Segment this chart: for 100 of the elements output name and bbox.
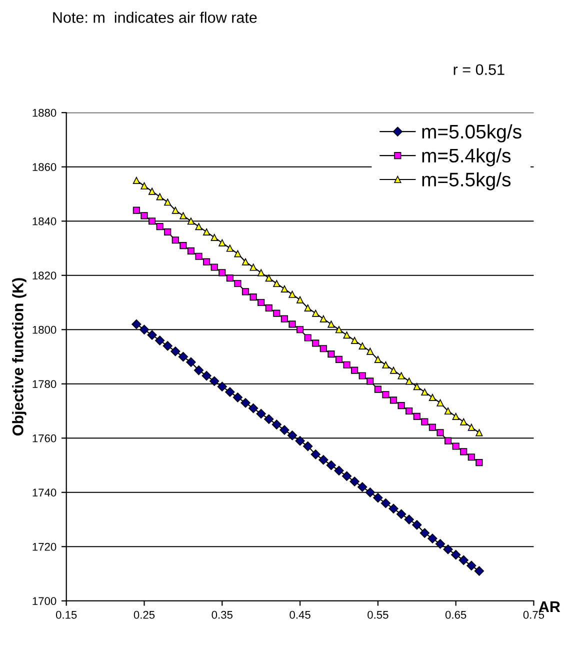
point — [187, 218, 195, 225]
y-tick-label: 1820 — [32, 272, 56, 280]
point — [140, 182, 148, 190]
point — [210, 234, 218, 241]
point — [273, 310, 280, 317]
point — [335, 326, 343, 334]
y-tick-label: 1840 — [32, 217, 56, 226]
point — [225, 387, 235, 397]
point — [304, 304, 312, 312]
point — [265, 274, 272, 282]
point — [343, 361, 350, 368]
point — [226, 274, 234, 282]
point — [390, 396, 398, 404]
point — [217, 382, 227, 392]
point — [335, 356, 343, 364]
y-tick-label: 1700 — [32, 597, 56, 606]
chart-title: r = 0.51 — [454, 64, 504, 76]
point — [280, 425, 290, 435]
point — [195, 252, 202, 260]
point — [342, 471, 352, 481]
point — [240, 398, 250, 408]
point — [328, 320, 335, 328]
x-tick-label: 0.15 — [56, 610, 77, 619]
point — [180, 242, 187, 250]
point — [412, 520, 422, 530]
x-axis-title: AR — [538, 601, 560, 612]
point — [288, 320, 296, 328]
point — [460, 418, 468, 426]
point — [147, 330, 157, 340]
point — [436, 429, 444, 436]
x-tick-label: 0.55 — [368, 610, 388, 619]
y-tick-label: 1720 — [32, 542, 56, 551]
point — [443, 544, 453, 554]
point — [406, 407, 413, 415]
point — [132, 176, 140, 184]
point — [265, 304, 272, 312]
point — [295, 436, 305, 446]
point — [476, 429, 483, 436]
point — [234, 250, 242, 258]
point — [248, 403, 258, 414]
point — [280, 315, 288, 322]
point — [374, 386, 382, 393]
point — [234, 280, 242, 288]
point — [428, 394, 436, 401]
point — [210, 264, 218, 271]
point — [273, 280, 280, 288]
point — [302, 441, 313, 452]
y-tick-label: 1860 — [32, 163, 56, 172]
point — [218, 269, 226, 276]
point — [374, 356, 382, 364]
point — [272, 420, 282, 430]
point — [210, 376, 220, 386]
point — [351, 336, 358, 344]
point — [218, 239, 226, 246]
point — [326, 460, 336, 470]
point — [226, 244, 234, 252]
point — [382, 361, 390, 368]
y-tick-label: 1740 — [32, 488, 56, 497]
point — [396, 509, 406, 519]
point — [180, 212, 187, 220]
point — [413, 383, 420, 390]
point — [328, 350, 335, 358]
point — [156, 193, 164, 200]
point — [172, 206, 179, 214]
point — [264, 414, 274, 424]
point — [420, 528, 430, 538]
point — [428, 534, 438, 544]
point — [435, 539, 446, 549]
x-tick-label: 0.65 — [445, 610, 466, 619]
y-tick-label: 1760 — [32, 434, 56, 442]
point — [280, 285, 288, 292]
point — [312, 340, 320, 347]
point — [398, 372, 405, 380]
point — [476, 458, 483, 466]
point — [250, 294, 257, 301]
point — [242, 258, 250, 266]
point — [187, 247, 195, 255]
point — [390, 366, 398, 374]
point — [170, 346, 180, 356]
point — [450, 550, 461, 560]
point — [421, 388, 428, 396]
point — [466, 560, 476, 570]
point — [258, 269, 265, 276]
point — [195, 223, 202, 230]
point — [287, 430, 298, 440]
point — [404, 514, 414, 524]
point — [139, 324, 150, 334]
point — [444, 407, 452, 415]
point — [186, 357, 196, 368]
point — [380, 498, 391, 508]
legend-label: m=5.5kg/s — [422, 172, 511, 190]
point — [156, 223, 164, 230]
point — [350, 476, 360, 486]
point — [382, 391, 390, 398]
point — [202, 370, 212, 381]
point — [132, 319, 142, 330]
point — [406, 378, 413, 385]
point — [132, 206, 140, 214]
point — [458, 555, 468, 566]
point — [320, 345, 327, 352]
